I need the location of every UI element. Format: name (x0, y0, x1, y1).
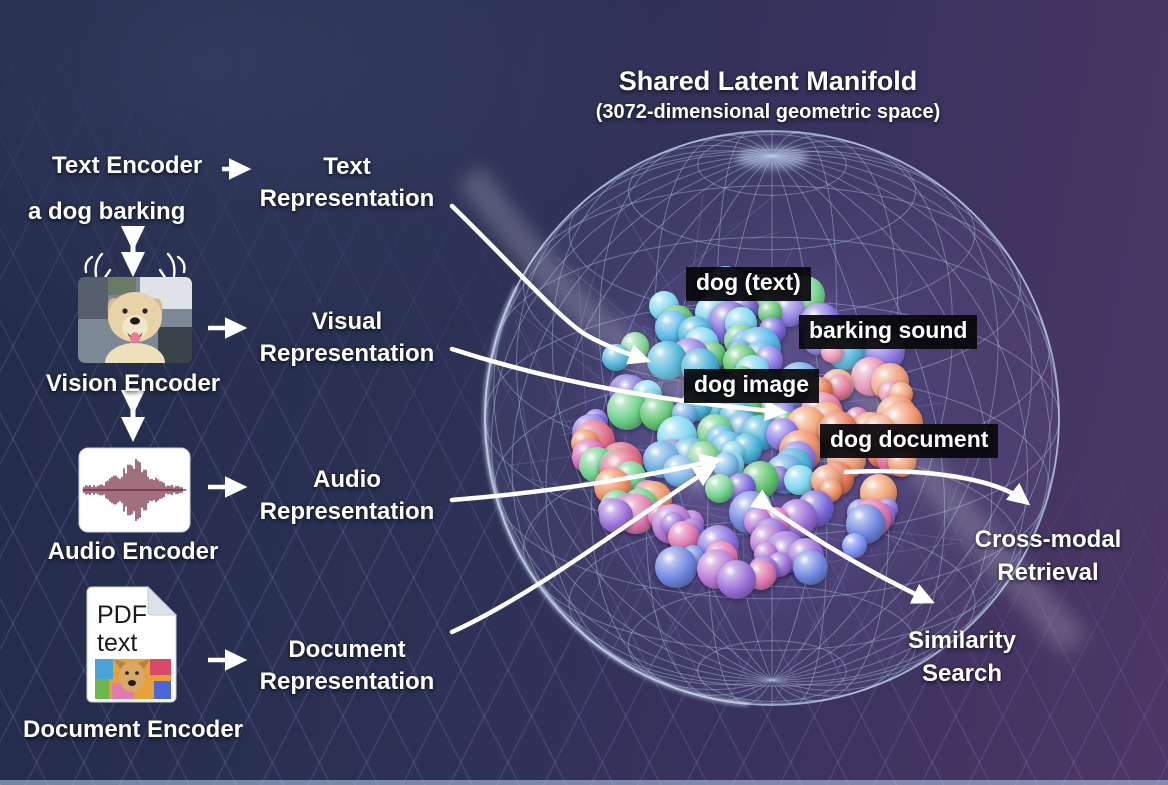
similarity-line1: Similarity (907, 627, 1017, 654)
pdf-text-line2: text (97, 629, 137, 657)
cluster-label-barking-sound: barking sound (799, 315, 978, 349)
document-representation-line2: Representation (259, 668, 435, 695)
similarity-line2: Search (921, 660, 1003, 687)
bottom-light-strip (0, 780, 1168, 785)
text-encoder-label: Text Encoder (52, 152, 203, 179)
cross-modal-line1: Cross-modal (974, 526, 1122, 553)
document-thumbnail (95, 659, 171, 699)
text-encoder-input: a dog barking (28, 198, 186, 225)
cross-modal-line2: Retrieval (997, 559, 1099, 586)
dog-photo (78, 277, 192, 363)
audio-representation-label: Audio Representation (227, 464, 467, 528)
document-representation-line1: Document (288, 636, 406, 663)
cross-modal-retrieval-label: Cross-modal Retrieval (948, 523, 1148, 589)
text-representation-line1: Text (323, 153, 371, 180)
pdf-document-icon: PDF text (86, 585, 178, 703)
vision-encoder-label: Vision Encoder (45, 370, 221, 397)
audio-representation-line1: Audio (313, 466, 381, 493)
similarity-search-label: Similarity Search (872, 624, 1052, 690)
figure-title: Shared Latent Manifold (618, 66, 918, 96)
text-representation-line2: Representation (259, 185, 435, 212)
audio-encoder-label: Audio Encoder (47, 538, 219, 565)
document-encoder-label: Document Encoder (22, 716, 244, 743)
audio-representation-line2: Representation (259, 498, 435, 525)
visual-representation-label: Visual Representation (227, 306, 467, 370)
cluster-label-dog-text: dog (text) (686, 267, 811, 301)
pdf-text-line1: PDF (97, 601, 147, 629)
audio-waveform-icon (78, 447, 191, 533)
cluster-label-dog-image: dog image (684, 369, 820, 403)
cluster-label-dog-document: dog document (820, 424, 999, 458)
visual-representation-line1: Visual (311, 308, 383, 335)
visual-representation-line2: Representation (259, 340, 435, 367)
text-representation-label: Text Representation (227, 151, 467, 215)
document-representation-label: Document Representation (227, 634, 467, 698)
figure-subtitle: (3072-dimensional geometric space) (595, 101, 941, 123)
